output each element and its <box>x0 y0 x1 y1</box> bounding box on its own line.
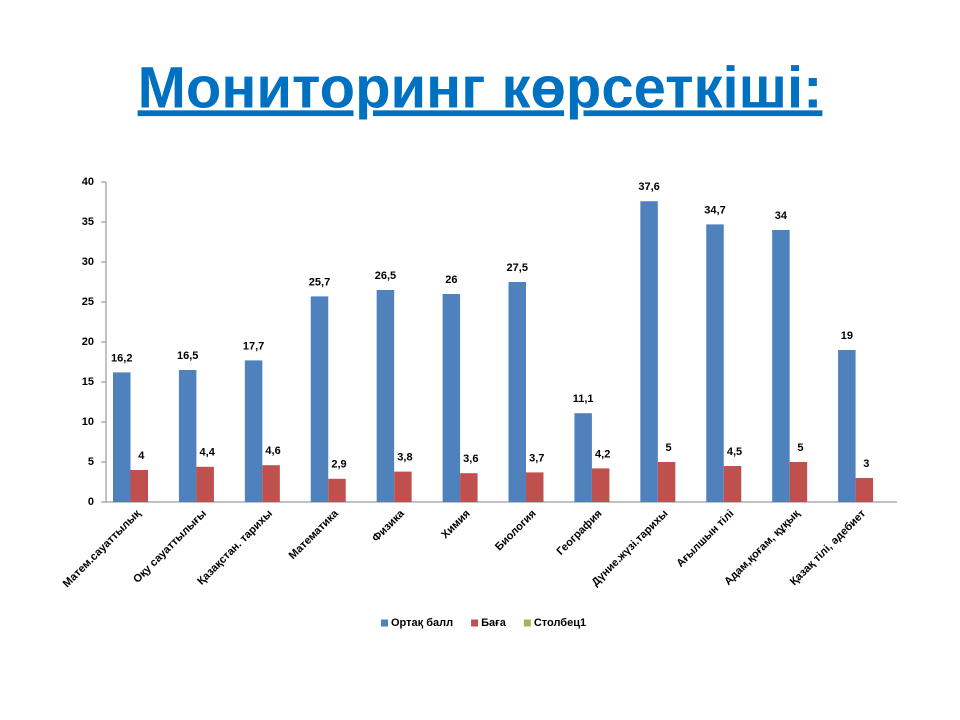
data-label: 2,9 <box>331 459 346 471</box>
bar <box>855 478 874 502</box>
data-label: 3,7 <box>529 452 544 464</box>
data-label: 5 <box>797 442 803 454</box>
data-label: 26 <box>445 274 457 286</box>
legend-swatch <box>471 619 479 627</box>
x-tick-label: Дүние.жүзі.тарихы <box>589 508 670 589</box>
legend-label: Столбец1 <box>534 617 586 629</box>
bar <box>244 360 263 502</box>
bar <box>838 350 856 502</box>
legend-swatch <box>523 619 531 627</box>
x-tick-label: Ағылшын тілі <box>674 508 736 570</box>
bar <box>723 466 742 502</box>
y-tick-label: 25 <box>82 296 94 308</box>
bar <box>460 473 478 502</box>
bar <box>526 472 544 502</box>
y-tick-label: 40 <box>82 176 94 188</box>
data-label: 4,5 <box>727 446 742 458</box>
legend-label: Ортақ балл <box>391 617 453 629</box>
data-label: 34,7 <box>704 204 725 216</box>
bar <box>310 296 329 502</box>
data-label: 5 <box>666 442 672 454</box>
x-tick-label: Оқу сауаттылығы <box>131 508 209 586</box>
y-tick-label: 5 <box>88 456 94 468</box>
y-tick-label: 20 <box>82 336 94 348</box>
bar <box>508 282 526 502</box>
data-label: 3,6 <box>463 453 478 465</box>
chart-title: Мониторинг көрсеткіші: <box>138 55 823 120</box>
x-tick-label: Химия <box>439 508 473 542</box>
bar <box>394 471 412 502</box>
legend-swatch <box>381 619 388 627</box>
bar <box>772 230 790 502</box>
x-tick-label: Математика <box>287 507 342 562</box>
bar <box>789 462 808 502</box>
bar <box>196 466 214 502</box>
y-tick-label: 30 <box>82 256 94 268</box>
bar <box>706 224 724 502</box>
data-label: 16,2 <box>111 352 132 364</box>
x-tick-label: География <box>555 508 605 558</box>
data-label: 4,6 <box>265 445 280 457</box>
data-label: 4,2 <box>595 448 610 460</box>
data-label: 19 <box>841 330 853 342</box>
bar <box>376 290 395 502</box>
y-tick-label: 10 <box>82 416 94 428</box>
data-label: 25,7 <box>309 276 330 288</box>
data-label: 34 <box>775 210 788 222</box>
bar <box>657 462 676 502</box>
data-label: 4,4 <box>200 447 216 459</box>
bar <box>640 201 658 502</box>
y-tick-label: 15 <box>82 376 94 388</box>
bar <box>178 370 197 502</box>
data-label: 17,7 <box>243 340 264 352</box>
data-label: 11,1 <box>573 393 594 405</box>
bar <box>130 470 148 502</box>
data-label: 27,5 <box>507 262 528 274</box>
data-label: 4 <box>138 450 145 462</box>
legend-label: Баға <box>481 617 507 629</box>
y-tick-label: 0 <box>88 496 94 508</box>
data-label: 16,5 <box>177 350 198 362</box>
bar <box>113 372 131 502</box>
x-tick-label: Қазақстан. тарихы <box>195 508 275 588</box>
bar <box>442 294 461 502</box>
data-label: 26,5 <box>375 270 396 282</box>
x-tick-label: Қазақ тілі, әдебиет <box>788 507 869 588</box>
data-label: 37,6 <box>638 181 659 193</box>
data-label: 3,8 <box>397 452 412 464</box>
bar <box>591 468 610 502</box>
bar <box>574 413 592 502</box>
bar <box>328 478 346 502</box>
data-label: 3 <box>863 458 869 470</box>
y-tick-label: 35 <box>82 216 94 228</box>
x-tick-label: Биология <box>493 508 539 554</box>
bar <box>262 465 280 502</box>
x-tick-label: Физика <box>370 507 407 544</box>
